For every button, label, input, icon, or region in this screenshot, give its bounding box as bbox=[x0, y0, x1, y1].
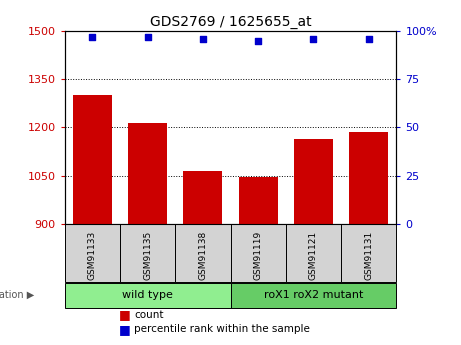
Point bbox=[365, 36, 372, 41]
Text: ■: ■ bbox=[118, 308, 130, 322]
Text: GSM91133: GSM91133 bbox=[88, 231, 97, 280]
Text: GSM91119: GSM91119 bbox=[254, 231, 263, 280]
Point bbox=[199, 36, 207, 41]
Point bbox=[89, 34, 96, 40]
Text: roX1 roX2 mutant: roX1 roX2 mutant bbox=[264, 290, 363, 300]
Bar bbox=[239, 177, 278, 224]
Bar bbox=[175, 224, 230, 282]
Bar bbox=[65, 224, 120, 282]
Bar bbox=[294, 139, 333, 224]
Bar bbox=[349, 132, 388, 224]
Bar bbox=[120, 224, 175, 282]
Bar bbox=[341, 224, 396, 282]
Text: genotype/variation ▶: genotype/variation ▶ bbox=[0, 290, 34, 300]
Bar bbox=[183, 171, 222, 224]
Bar bbox=[230, 283, 396, 308]
Bar bbox=[230, 224, 286, 282]
Text: count: count bbox=[134, 310, 164, 320]
Bar bbox=[73, 95, 112, 224]
Point bbox=[254, 38, 262, 43]
Text: GSM91138: GSM91138 bbox=[198, 231, 207, 280]
Point bbox=[310, 36, 317, 41]
Bar bbox=[286, 224, 341, 282]
Point bbox=[144, 34, 151, 40]
Text: wild type: wild type bbox=[122, 290, 173, 300]
Title: GDS2769 / 1625655_at: GDS2769 / 1625655_at bbox=[150, 14, 311, 29]
Text: GSM91131: GSM91131 bbox=[364, 231, 373, 280]
Text: GSM91135: GSM91135 bbox=[143, 231, 152, 280]
Bar bbox=[128, 122, 167, 224]
Bar bbox=[65, 283, 230, 308]
Text: ■: ■ bbox=[118, 323, 130, 336]
Text: percentile rank within the sample: percentile rank within the sample bbox=[134, 324, 310, 334]
Text: GSM91121: GSM91121 bbox=[309, 231, 318, 280]
